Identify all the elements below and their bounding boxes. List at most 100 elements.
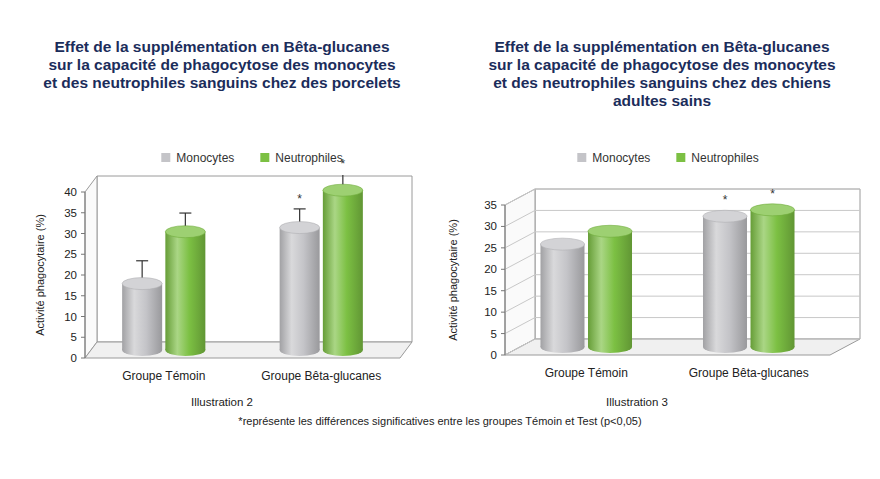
marks [540, 204, 794, 353]
tick-label: 35 [484, 199, 497, 211]
tick-mark [81, 192, 85, 193]
bar-body [165, 232, 205, 350]
grid-line [505, 189, 860, 205]
tick-label: 10 [484, 306, 497, 318]
title: Effet de la supplémentation en Bêta-gluc… [43, 38, 400, 91]
tick-label: 5 [71, 331, 77, 343]
chart-0: Effet de la supplémentation en Bêta-gluc… [34, 38, 412, 408]
tick-mark [81, 295, 85, 296]
title-line: Effet de la supplémentation en Bêta-gluc… [54, 38, 389, 55]
legend-label: Neutrophiles [275, 151, 342, 165]
tick-label: 25 [484, 242, 497, 254]
tick-mark [81, 212, 85, 213]
legend: Monocytes Neutrophiles [577, 151, 758, 165]
tick-mark [501, 333, 505, 334]
tick-mark [501, 355, 505, 356]
plot-frame [81, 176, 412, 358]
marks [122, 175, 363, 356]
bar-body [540, 244, 584, 347]
bar-top [280, 222, 320, 234]
tick-mark [501, 290, 505, 291]
bar-top [540, 238, 584, 250]
bar [323, 184, 363, 356]
significance-mark: * [770, 187, 775, 201]
tick-mark [81, 233, 85, 234]
tick-mark [81, 275, 85, 276]
bar [280, 222, 320, 356]
bar-body [588, 231, 632, 347]
tick-mark [501, 247, 505, 248]
tick-mark [81, 316, 85, 317]
tick-mark [81, 254, 85, 255]
tick-label: 10 [64, 311, 77, 323]
bar-body [280, 228, 320, 350]
tick-label: 15 [64, 290, 77, 302]
tick-mark [81, 337, 85, 338]
caption: Illustration 3 [606, 396, 668, 408]
bar-body [703, 216, 747, 347]
error-cap [136, 260, 148, 261]
tick-mark [501, 226, 505, 227]
title-line: sur la capacité de phagocytose des monoc… [488, 56, 835, 73]
error-line [185, 213, 186, 226]
error-line [342, 175, 343, 184]
tick-label: 25 [64, 248, 77, 260]
significance-mark: * [723, 193, 728, 207]
tick-label: 0 [71, 352, 77, 364]
legend-swatch [161, 153, 170, 162]
tick-label: 20 [64, 269, 77, 281]
tick-label: 30 [64, 228, 77, 240]
legend-label: Monocytes [176, 151, 234, 165]
error-bar [136, 261, 148, 278]
legend-swatch [676, 153, 685, 162]
title-line: et des neutrophiles sanguins chez des po… [43, 74, 400, 91]
error-cap [179, 212, 191, 213]
tick-label: 30 [484, 220, 497, 232]
side-wall [505, 189, 535, 355]
tick-mark [501, 269, 505, 270]
tick-label: 0 [491, 349, 497, 361]
legend: Monocytes Neutrophiles [161, 151, 342, 165]
title-line: Effet de la supplémentation en Bêta-gluc… [494, 38, 829, 55]
y-axis-title: Activité phagocytaire (%) [447, 219, 459, 341]
bar [165, 226, 205, 356]
bar [540, 238, 584, 353]
bar-top [323, 184, 363, 196]
bar-body [323, 190, 363, 350]
error-line [142, 261, 143, 278]
category-label: Groupe Témoin [122, 369, 205, 383]
legend-label: Neutrophiles [691, 151, 758, 165]
tick-label: 15 [484, 285, 497, 297]
error-cap [294, 208, 306, 209]
y-axis-title: Activité phagocytaire (%) [34, 214, 46, 336]
bar [588, 225, 632, 353]
bar [751, 204, 795, 353]
bar-top [588, 225, 632, 237]
bar-body [122, 284, 162, 350]
tick-label: 20 [484, 263, 497, 275]
error-bar [294, 209, 306, 222]
error-line [299, 209, 300, 222]
y-axis-line [85, 192, 86, 358]
footnote: *représente les différences significativ… [238, 415, 641, 427]
category-label: Groupe Bêta-glucanes [261, 369, 381, 383]
bar-body [751, 210, 795, 347]
category-label: Groupe Témoin [545, 366, 628, 380]
tick-label: 40 [64, 186, 77, 198]
legend-label: Monocytes [592, 151, 650, 165]
bar [122, 278, 162, 356]
category-label: Groupe Bêta-glucanes [689, 366, 809, 380]
chart-1: Effet de la supplémentation en Bêta-gluc… [447, 38, 860, 408]
legend-swatch [260, 153, 269, 162]
title-line: et des neutrophiles sanguins chez des ch… [493, 74, 831, 91]
significance-mark: * [297, 192, 302, 206]
plot-frame [501, 189, 860, 355]
tick-label: 35 [64, 207, 77, 219]
bar-top [751, 204, 795, 216]
title-line: adultes sains [613, 92, 711, 109]
title-line: sur la capacité de phagocytose des monoc… [48, 56, 395, 73]
tick-label: 5 [491, 328, 497, 340]
legend-swatch [577, 153, 586, 162]
bar [703, 210, 747, 353]
tick-mark [81, 358, 85, 359]
